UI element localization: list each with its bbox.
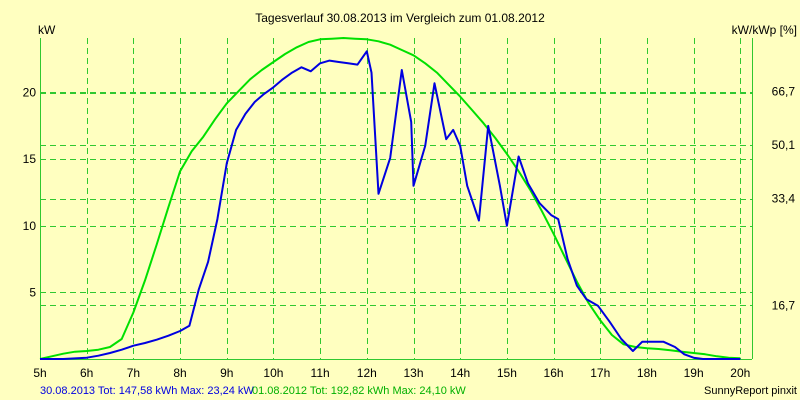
y-right-tick-label: 50,1 (772, 138, 796, 152)
x-tick-label: 5h (33, 366, 46, 380)
x-tick-label: 16h (544, 366, 564, 380)
series-line-green (39, 37, 741, 360)
footer-green-summary: 01.08.2012 Tot: 192,82 kWh Max: 24,10 kW (252, 385, 466, 397)
y-right-tick-label: 16,7 (772, 298, 796, 312)
x-tick-label: 18h (637, 366, 657, 380)
x-tick-label: 7h (127, 366, 140, 380)
grid-layer (40, 38, 752, 359)
footer-blue-summary: 30.08.2013 Tot: 147,58 kWh Max: 23,24 kW (40, 385, 254, 397)
series-layer (39, 37, 741, 360)
x-tick-label: 19h (684, 366, 704, 380)
x-tick-label: 10h (263, 366, 283, 380)
footer-credit: SunnyReport pinxit (704, 385, 797, 397)
axes-layer (40, 38, 753, 360)
y-axis-right-label: kW/kWp [%] (732, 23, 797, 37)
y-left-tick-label: 10 (23, 219, 37, 233)
x-tick-label: 6h (80, 366, 93, 380)
x-tick-label: 13h (403, 366, 423, 380)
x-tick-label: 8h (173, 366, 186, 380)
y-right-tick-label: 33,4 (772, 192, 796, 206)
x-tick-label: 12h (357, 366, 377, 380)
x-tick-label: 11h (311, 366, 330, 380)
y-left-tick-label: 20 (23, 86, 37, 100)
chart-title: Tagesverlauf 30.08.2013 im Vergleich zum… (255, 11, 545, 25)
y-right-tick-label: 66,7 (772, 85, 796, 99)
series-line-blue (40, 50, 741, 360)
x-tick-label: 17h (590, 366, 610, 380)
y-axis-left-label: kW (38, 23, 56, 37)
y-left-tick-label: 5 (29, 285, 36, 299)
y-left-tick-label: 15 (23, 152, 37, 166)
x-tick-label: 9h (220, 366, 233, 380)
x-tick-label: 15h (497, 366, 517, 380)
x-tick-label: 20h (730, 366, 750, 380)
x-tick-label: 14h (450, 366, 470, 380)
tick-label-layer: 5h 6h 7h 8h 9h 10h 11h 12h 13h 14h 15h 16h 17h 18h 19h… (23, 85, 796, 380)
